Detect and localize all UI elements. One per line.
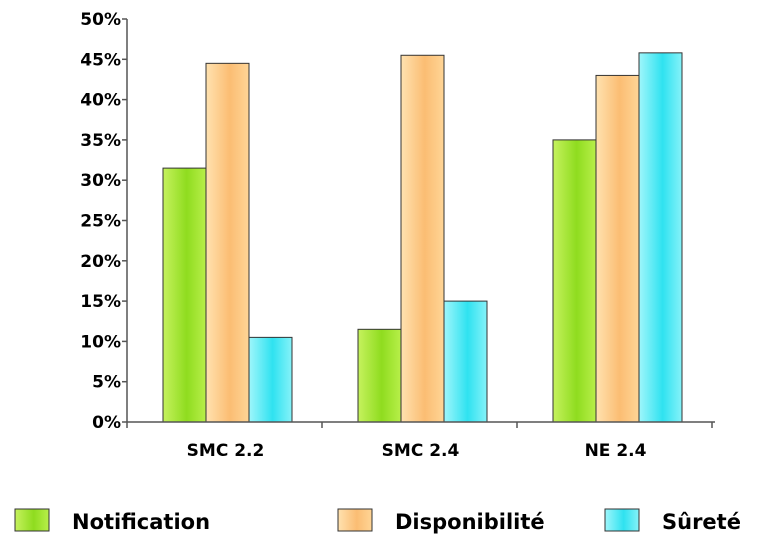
x-tick-label: NE 2.4	[585, 441, 647, 461]
legend-swatch-2	[604, 508, 640, 532]
bar-notification-2	[552, 139, 597, 423]
y-tick-label: 0%	[92, 413, 121, 433]
bar-disponibilit--1	[400, 54, 445, 423]
y-tick-label: 35%	[80, 131, 121, 151]
bar-s-ret--0	[248, 336, 293, 423]
bar-s-ret--2	[638, 52, 683, 423]
legend-swatch-1	[337, 508, 373, 532]
x-tick-label: SMC 2.2	[187, 441, 265, 461]
bar-notification-1	[357, 328, 402, 423]
legend-swatch-0	[14, 508, 50, 532]
plot-area: SMC 2.2 SMC 2.4 NE 2.4 0% 5% 10% 15% 20% 25% 30% 3…	[80, 10, 715, 461]
legend-label-2: Sûreté	[662, 510, 741, 534]
y-tick-label: 50%	[80, 10, 121, 30]
bar-notification-0	[162, 167, 207, 423]
bar-s-ret--1	[443, 300, 488, 423]
y-tick-label: 30%	[80, 171, 121, 191]
y-tick-label: 20%	[80, 252, 121, 272]
y-tick-label: 10%	[80, 332, 121, 352]
bar-disponibilit--2	[595, 74, 640, 423]
y-tick-label: 15%	[80, 292, 121, 312]
bar-disponibilit--0	[205, 62, 250, 423]
legend-label-0: Notification	[72, 510, 210, 534]
y-tick-label: 45%	[80, 50, 121, 70]
legend: Notification Disponibilité Sûreté	[14, 508, 741, 534]
legend-label-1: Disponibilité	[395, 510, 545, 534]
x-tick-label: SMC 2.4	[382, 441, 460, 461]
y-tick-label: 5%	[92, 373, 121, 393]
y-tick-label: 40%	[80, 91, 121, 111]
y-tick-label: 25%	[80, 212, 121, 232]
